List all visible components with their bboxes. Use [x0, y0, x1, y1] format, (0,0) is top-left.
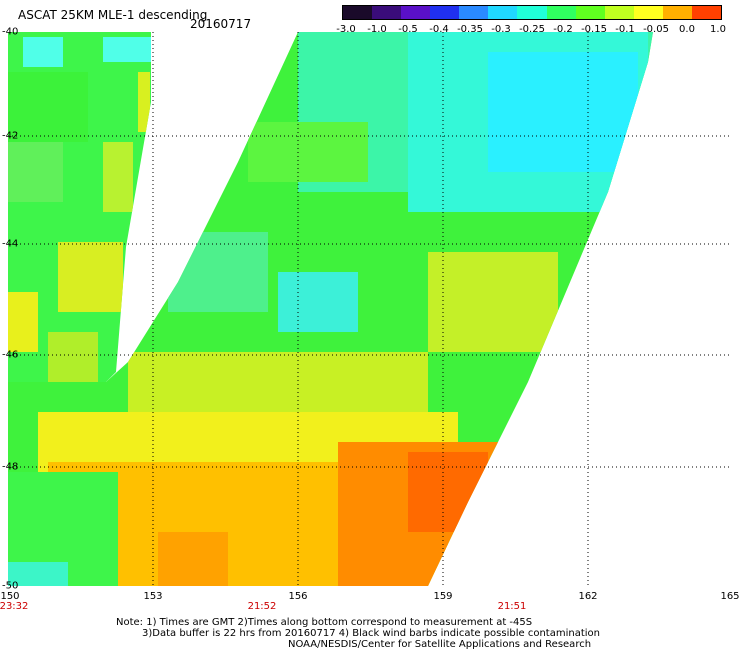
- colorbar-segment: [343, 6, 373, 19]
- colorbar: [342, 5, 722, 20]
- colorbar-label: -0.35: [457, 24, 483, 35]
- colorbar-segment: [546, 6, 576, 19]
- lat-label: -48: [2, 461, 19, 473]
- lat-label: -44: [2, 238, 19, 250]
- colorbar-label: -0.15: [581, 24, 607, 35]
- note-line-3: NOAA/NESDIS/Center for Satellite Applica…: [288, 639, 592, 650]
- colorbar-label: -1.0: [367, 24, 387, 35]
- colorbar-label: 0.0: [679, 24, 695, 35]
- lat-label: -42: [2, 130, 19, 142]
- colorbar-label: -0.05: [643, 24, 669, 35]
- colorbar-label: -0.1: [615, 24, 635, 35]
- lon-label: 156: [288, 591, 308, 602]
- colorbar-segment: [575, 6, 605, 19]
- colorbar-segment: [430, 6, 460, 19]
- colorbar-segment: [604, 6, 634, 19]
- colorbar-label: -0.4: [429, 24, 449, 35]
- lat-label: -50: [2, 580, 19, 592]
- lat-label: -40: [2, 26, 19, 38]
- colorbar-label: -3.0: [336, 24, 356, 35]
- colorbar-segment: [459, 6, 489, 19]
- swath-main: [8, 32, 653, 586]
- time-label: 21:51: [497, 601, 527, 612]
- colorbar-label: -0.5: [398, 24, 418, 35]
- lat-label: -46: [2, 349, 19, 361]
- product-date: 20160717: [190, 17, 252, 31]
- time-label: 23:32: [0, 601, 29, 612]
- colorbar-segment: [691, 6, 722, 19]
- wind-map: [8, 32, 732, 586]
- lon-label: 150: [0, 591, 20, 602]
- colorbar-segment: [372, 6, 402, 19]
- time-label: 21:52: [247, 601, 277, 612]
- colorbar-segment: [633, 6, 663, 19]
- note-line-2: 3)Data buffer is 22 hrs from 20160717 4)…: [142, 628, 600, 639]
- colorbar-label: -0.25: [519, 24, 545, 35]
- lon-label: 159: [433, 591, 453, 602]
- colorbar-segment: [662, 6, 692, 19]
- lon-label: 153: [143, 591, 163, 602]
- colorbar-segment: [517, 6, 547, 19]
- colorbar-label: -0.3: [491, 24, 511, 35]
- lon-label: 162: [578, 591, 598, 602]
- product-title: ASCAT 25KM MLE-1 descending: [18, 8, 208, 22]
- colorbar-label: -0.2: [553, 24, 573, 35]
- lon-label: 165: [720, 591, 740, 602]
- note-line-1: Note: 1) Times are GMT 2)Times along bot…: [116, 617, 533, 628]
- grid-lines: [8, 32, 732, 586]
- colorbar-label: 1.0: [710, 24, 726, 35]
- swath-west: [8, 32, 151, 382]
- colorbar-segment: [401, 6, 431, 19]
- colorbar-segment: [488, 6, 518, 19]
